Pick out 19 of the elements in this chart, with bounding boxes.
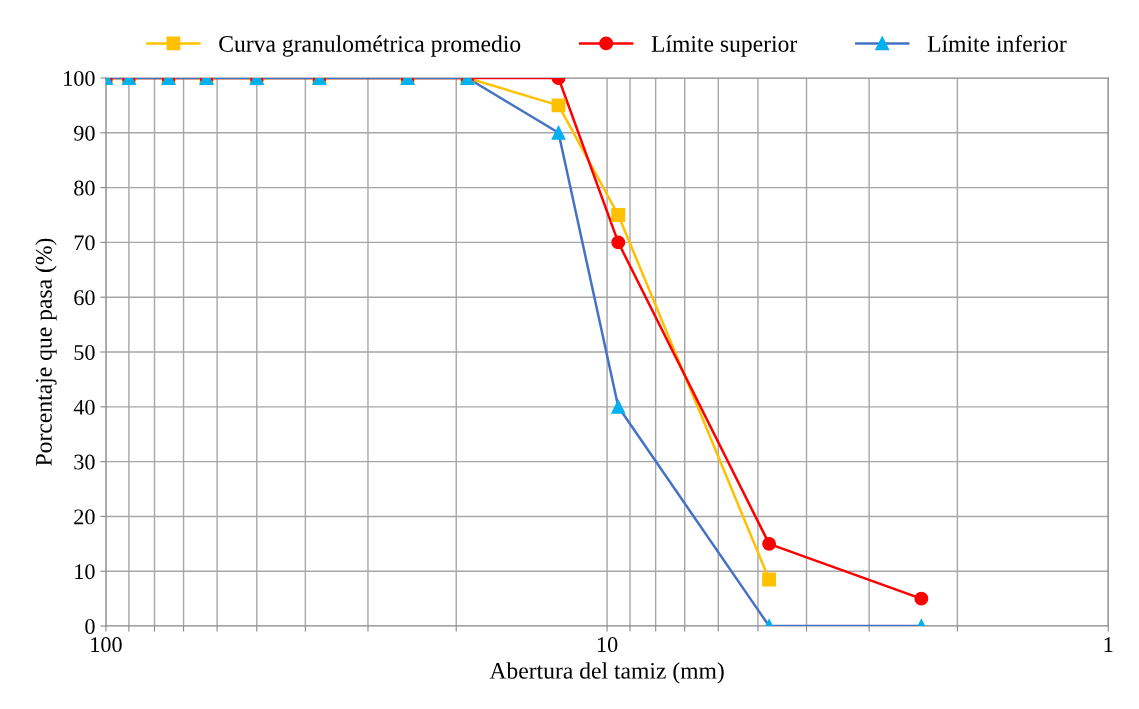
legend-label: Curva granulométrica promedio	[219, 35, 521, 57]
y-tick-label: 30	[74, 454, 95, 470]
y-tick-label: 20	[74, 509, 95, 525]
legend-label: Límite superior	[651, 35, 798, 57]
y-tick-label: 40	[73, 399, 95, 415]
y-tick-label: 0	[85, 618, 95, 634]
y-tick-label: 50	[74, 344, 95, 360]
y-tick-label: 70	[74, 235, 95, 251]
y-axis-title: Porcentaje que pasa (%)	[35, 238, 57, 466]
legend-label: Límite inferior	[927, 35, 1067, 52]
x-tick-label: 1	[1104, 637, 1113, 652]
x-axis-title: Abertura del tamiz (mm)	[489, 662, 724, 684]
x-tick-label: 10	[597, 637, 618, 653]
y-tick-label: 60	[74, 290, 95, 306]
y-tick-label: 80	[74, 180, 95, 196]
y-tick-label: 10	[75, 564, 95, 580]
y-tick-label: 90	[74, 125, 95, 141]
x-tick-label: 100	[91, 637, 122, 653]
y-tick-label: 100	[64, 70, 95, 86]
